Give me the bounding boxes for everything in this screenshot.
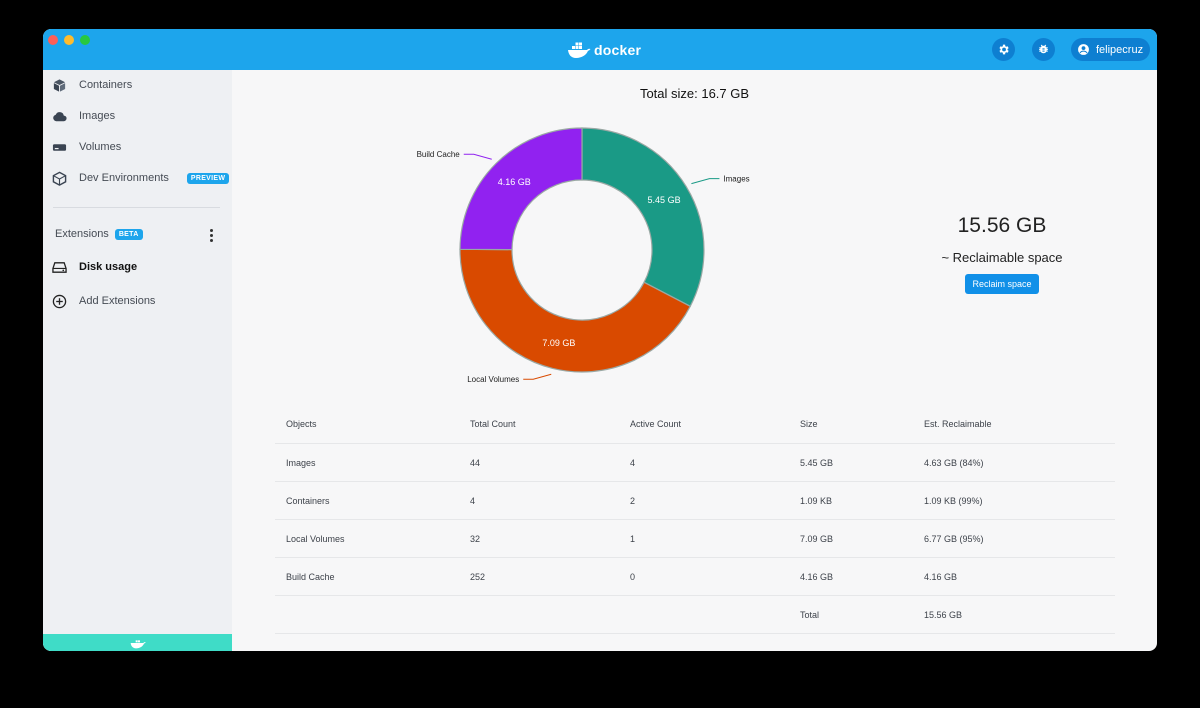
table-cell: 6.77 GB (95%): [924, 533, 984, 544]
table-cell: 1.09 KB: [800, 495, 833, 506]
leader-line: [523, 373, 552, 380]
leader-line: [691, 178, 720, 185]
extensions-label: Extensions: [55, 228, 109, 240]
table-cell: 4.16 GB: [924, 571, 958, 582]
table-cell: 4: [630, 457, 636, 468]
extensions-header: Extensions BETA: [55, 228, 143, 240]
account-circle-icon: [1078, 44, 1089, 55]
bug-icon: [1039, 44, 1048, 54]
plus-circle-icon: [52, 294, 67, 308]
slice-value-label: 4.16 GB: [498, 177, 531, 187]
sidebar-item-disk-usage[interactable]: Disk usage: [52, 255, 137, 279]
disk-usage-donut-chart: 5.45 GB Images 7.09 GB Local Volumes 4.16 GB…: [417, 127, 750, 384]
table-cell: 1: [630, 533, 636, 544]
table-cell: 1.09 KB (99%): [924, 495, 983, 506]
username: felipecruz: [1096, 43, 1144, 56]
container-icon: [53, 78, 66, 92]
beta-badge: BETA: [114, 228, 143, 240]
sidebar-item-dev-environments[interactable]: Dev Environments PREVIEW: [52, 166, 230, 190]
sidebar-item-label: Containers: [79, 79, 133, 91]
total-size-title: Total size: 16.7 GB: [639, 86, 750, 101]
sidebar: Containers Images Volumes Dev Environmen…: [43, 70, 232, 651]
table-cell: 0: [630, 571, 636, 582]
docker-status-bar[interactable]: [43, 634, 232, 651]
sidebar-item-label: Images: [79, 110, 116, 122]
reclaimable-label: ~ Reclaimable space: [941, 250, 1063, 265]
table-cell: Local Volumes: [286, 533, 345, 544]
table-cell: 4.63 GB (84%): [924, 457, 984, 468]
user-account-button[interactable]: felipecruz: [1071, 38, 1150, 61]
sidebar-item-label: Add Extensions: [79, 295, 156, 307]
box-icon: [52, 171, 67, 186]
sidebar-item-volumes[interactable]: Volumes: [52, 135, 121, 159]
donut-slice-images[interactable]: [581, 127, 705, 308]
sidebar-divider: [53, 207, 220, 208]
disk-usage-panel: Total size: 16.7 GB 5.45 GB Images 7.09 GB…: [232, 70, 1157, 651]
docker-whale-icon: [568, 42, 591, 58]
table-cell: 7.09 GB: [800, 533, 834, 544]
docker-desktop-window: docker felipecruz Containers: [43, 29, 1157, 651]
table-cell: 5.45 GB: [800, 457, 834, 468]
slice-value-label: 5.45 GB: [648, 195, 681, 205]
docker-whale-icon: [130, 639, 146, 648]
sidebar-item-add-extensions[interactable]: Add Extensions: [52, 289, 155, 313]
table-header-cell: Objects: [286, 419, 317, 429]
slice-category-label: Build Cache: [417, 150, 461, 159]
table-header-row: Objects Total Count Active Count Size Est. R…: [275, 405, 1115, 444]
disk-usage-table: Objects Total Count Active Count Size Est. R…: [275, 405, 1115, 634]
table-row: Build Cache 252 0 4.16 GB 4.16 GB: [275, 558, 1115, 596]
preview-badge: PREVIEW: [186, 172, 230, 184]
troubleshoot-button[interactable]: [1032, 38, 1055, 61]
table-row: Local Volumes 32 1 7.09 GB 6.77 GB (95%): [275, 520, 1115, 558]
table-cell: Build Cache: [286, 571, 335, 582]
slice-category-label: Local Volumes: [467, 375, 519, 384]
extensions-more-menu-button[interactable]: [207, 228, 215, 242]
sidebar-item-images[interactable]: Images: [52, 104, 115, 128]
table-cell: 32: [470, 533, 481, 544]
logo-text: docker: [594, 42, 642, 58]
table-cell: Total: [800, 609, 820, 620]
close-window-button[interactable]: [48, 35, 58, 45]
sidebar-item-containers[interactable]: Containers: [52, 73, 132, 97]
table-cell: 4: [470, 495, 476, 506]
zoom-window-button[interactable]: [80, 35, 90, 45]
table-cell: 44: [470, 457, 481, 468]
table-cell: 4.16 GB: [800, 571, 834, 582]
sidebar-item-label: Dev Environments: [79, 172, 169, 184]
table-row: Total 15.56 GB: [275, 596, 1115, 634]
minimize-window-button[interactable]: [64, 35, 74, 45]
table-header-cell: Total Count: [470, 419, 516, 429]
reclaim-space-button[interactable]: Reclaim space: [965, 274, 1039, 294]
table-header-cell: Active Count: [630, 419, 682, 429]
table-cell: 2: [630, 495, 636, 506]
settings-button[interactable]: [992, 38, 1015, 61]
table-header-cell: Size: [800, 419, 818, 429]
title-bar: docker felipecruz: [43, 29, 1157, 70]
slice-category-label: Images: [723, 175, 749, 184]
table-cell: Containers: [286, 495, 330, 506]
reclaimable-value: 15.56 GB: [957, 214, 1047, 237]
table-row: Images 44 4 5.45 GB 4.63 GB (84%): [275, 444, 1115, 482]
donut-slice-build-cache[interactable]: [459, 127, 583, 251]
table-cell: 15.56 GB: [924, 609, 963, 620]
sidebar-item-label: Disk usage: [79, 261, 138, 273]
table-cell: 252: [470, 571, 486, 582]
volume-drive-icon: [52, 143, 67, 151]
slice-value-label: 7.09 GB: [542, 338, 575, 348]
table-row: Containers 4 2 1.09 KB 1.09 KB (99%): [275, 482, 1115, 520]
docker-logo: docker: [567, 40, 641, 60]
leader-line: [463, 153, 492, 160]
gear-icon: [999, 44, 1009, 55]
table-header-cell: Est. Reclaimable: [924, 419, 992, 429]
donut-slice-local-volumes[interactable]: [459, 248, 692, 373]
table-cell: Images: [286, 457, 316, 468]
cloud-icon: [53, 111, 67, 121]
sidebar-item-label: Volumes: [79, 141, 122, 153]
hard-drive-icon: [52, 261, 67, 273]
